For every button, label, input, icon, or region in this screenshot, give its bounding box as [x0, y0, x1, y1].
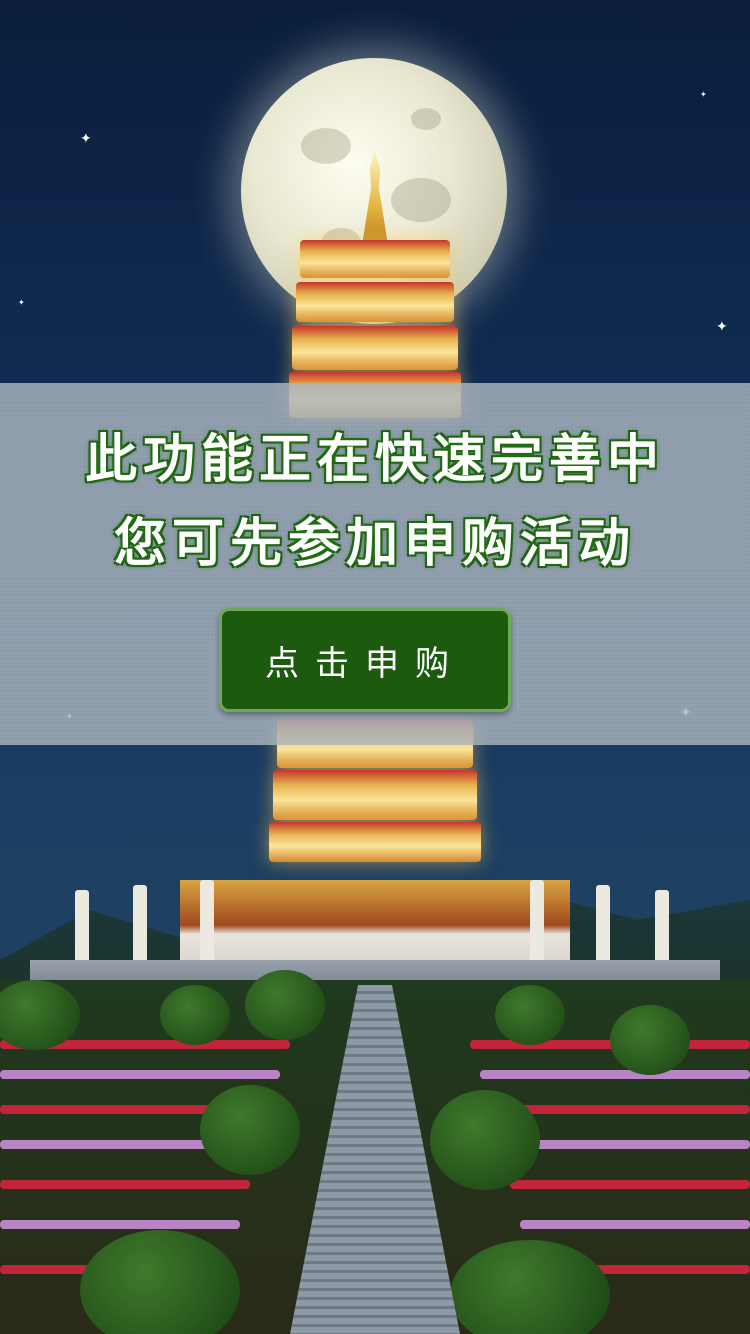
notice-line-1: 此功能正在快速完善中 [84, 429, 665, 490]
star-icon: ✦ [80, 131, 92, 147]
star-icon: ✦ [716, 319, 728, 335]
star-icon: ✦ [700, 90, 707, 99]
tree [430, 1090, 540, 1190]
white-stupa [75, 890, 89, 962]
tree [80, 1230, 240, 1334]
white-stupa [530, 880, 544, 962]
subscribe-button-label: 点击申购 [265, 643, 465, 684]
tree [200, 1085, 300, 1175]
star-icon: ✦ [18, 298, 25, 307]
tree [495, 985, 565, 1045]
tree [245, 970, 325, 1040]
tree [160, 985, 230, 1045]
pagoda-finial [362, 150, 388, 245]
white-stupa [133, 885, 147, 962]
white-stupa [655, 890, 669, 962]
tree [610, 1005, 690, 1075]
notice-line-2: 您可先参加申购活动 [113, 513, 636, 574]
tree [450, 1240, 610, 1334]
white-stupa [200, 880, 214, 962]
subscribe-button[interactable]: 点击申购 [219, 608, 511, 712]
tree [0, 980, 80, 1050]
temple-hall [180, 880, 570, 970]
white-stupa [596, 885, 610, 962]
